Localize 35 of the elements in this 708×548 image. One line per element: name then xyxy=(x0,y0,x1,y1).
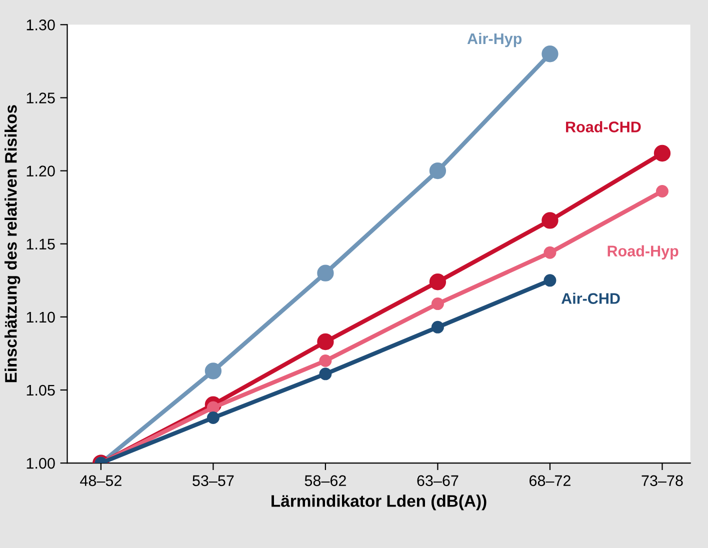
x-tick-label: 73–78 xyxy=(642,475,683,486)
point xyxy=(542,212,558,229)
x-tick-label: 68–72 xyxy=(530,475,570,486)
point xyxy=(544,246,556,259)
point xyxy=(654,144,671,162)
point xyxy=(317,333,334,350)
x-tick-label: 53–57 xyxy=(192,475,234,486)
series-label: Air-CHD xyxy=(561,292,620,304)
y-tick-label: 1.10 xyxy=(26,312,55,323)
point xyxy=(431,320,444,334)
y-tick-label: 1.00 xyxy=(26,458,55,469)
point xyxy=(429,162,446,180)
point xyxy=(429,274,446,290)
y-tick-label: 1.25 xyxy=(26,92,55,104)
y-tick-label: 1.30 xyxy=(26,20,55,30)
point xyxy=(544,274,556,287)
point xyxy=(319,354,332,368)
x-tick-label: 58–62 xyxy=(304,475,346,486)
point xyxy=(319,368,332,380)
point xyxy=(317,264,334,282)
series-label: Road-Hyp xyxy=(608,245,678,260)
y-tick-label: 1.05 xyxy=(26,384,55,396)
y-tick-label: 1.15 xyxy=(26,238,55,250)
y-axis-title: Einschätzung des relativen Risikos xyxy=(4,105,20,382)
x-axis-title: Lärmindikator Lden (dB(A)) xyxy=(272,494,486,510)
point xyxy=(206,412,220,424)
y-tick-label: 1.20 xyxy=(26,166,55,176)
x-tick-label: 63–67 xyxy=(417,475,458,486)
series-label: Air-Hyp xyxy=(467,32,522,48)
point xyxy=(656,185,668,198)
point xyxy=(431,298,444,310)
point xyxy=(542,46,558,62)
point xyxy=(204,362,222,380)
series-label: Road-CHD xyxy=(566,121,641,132)
x-tick-label: 48–52 xyxy=(80,475,122,486)
